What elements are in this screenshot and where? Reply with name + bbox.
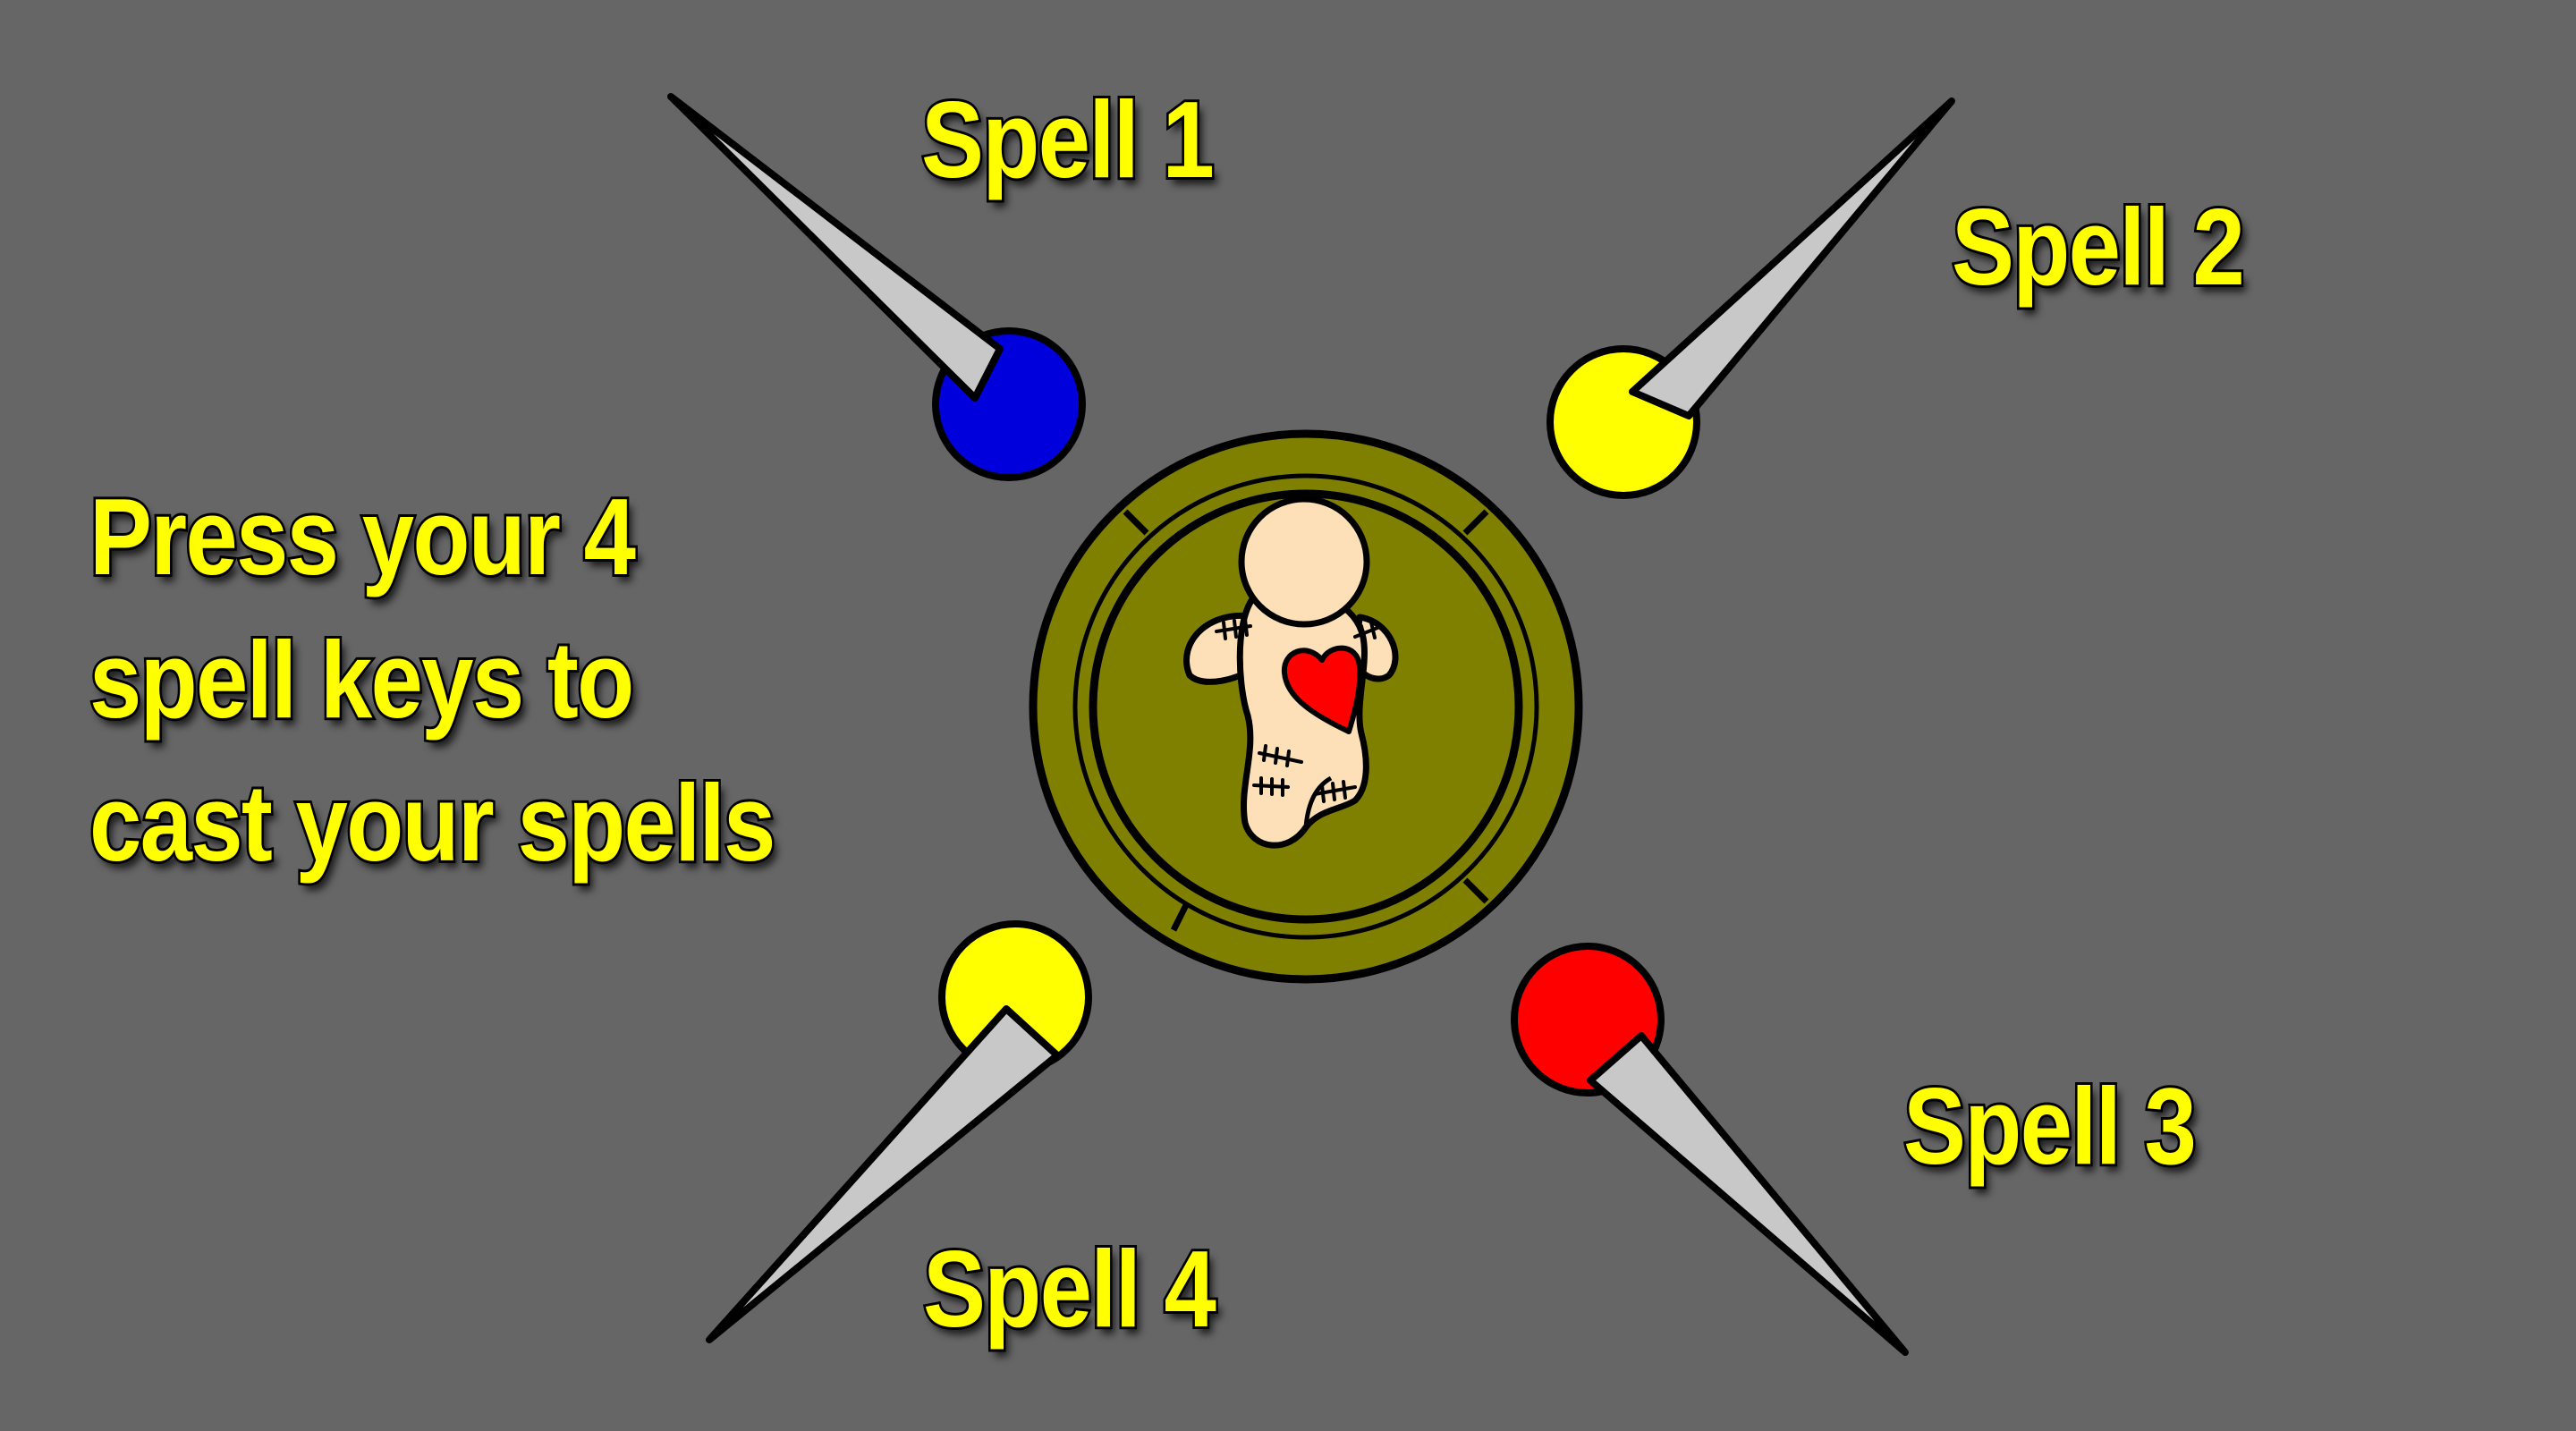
spell-1-pin-icon[interactable]	[667, 93, 1086, 481]
instructions-line-2: spell keys to	[87, 616, 636, 743]
spell-2-pin-icon[interactable]	[1546, 97, 1955, 499]
spell-4-label: Spell 4	[920, 1228, 1218, 1350]
voodoo-doll-icon	[1183, 495, 1399, 849]
heart-icon	[1281, 645, 1363, 734]
spell-3-pin-icon[interactable]	[1511, 943, 1909, 1356]
spell-4-pin-icon[interactable]	[706, 920, 1092, 1343]
spell-2-label: Spell 2	[1949, 186, 2247, 308]
spell-1-label: Spell 1	[919, 79, 1216, 200]
instructions-line-3: cast your spells	[87, 759, 777, 886]
instructions-text: Press your 4 spell keys to cast your spe…	[87, 465, 777, 894]
instructions-line-1: Press your 4	[87, 473, 638, 600]
spell-3-label: Spell 3	[1901, 1065, 2199, 1187]
